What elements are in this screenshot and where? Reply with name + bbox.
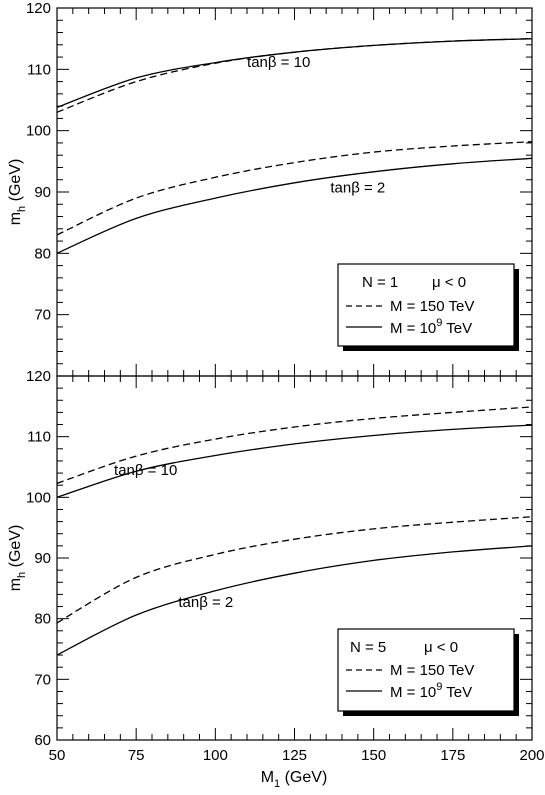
bottom-panel: 60 70 80 90 100 110 120 50 75 100 125 150 175 200 ta… xyxy=(7,368,545,790)
top-y-axis-title: mh (GeV) xyxy=(7,159,28,226)
bottom-annotation-0: tanβ = 10 xyxy=(114,462,177,479)
bottom-ytick-labels: 60 70 80 90 100 110 120 xyxy=(26,368,51,749)
top-ytick-label: 100 xyxy=(26,123,51,140)
bottom-series-line-3 xyxy=(56,545,533,656)
top-ytick-labels: 70 80 90 100 110 120 xyxy=(26,0,51,324)
bottom-ytick-label: 90 xyxy=(34,550,51,567)
bottom-xtick-label: 75 xyxy=(128,747,145,764)
top-legend: N = 1 μ < 0 M = 150 TeV M = 109 TeV xyxy=(337,263,519,351)
bottom-y-axis-title: mh (GeV) xyxy=(7,525,28,592)
top-legend-label-150tev: M = 150 TeV xyxy=(390,298,474,315)
top-legend-title-n: N = 1 xyxy=(362,274,398,291)
bottom-xtick-label: 150 xyxy=(361,747,386,764)
top-ticks xyxy=(56,7,533,377)
bottom-xtick-label: 200 xyxy=(519,747,544,764)
top-series xyxy=(56,38,533,254)
bottom-xtick-label: 50 xyxy=(49,747,66,764)
bottom-legend-title-mu: μ < 0 xyxy=(424,639,458,656)
bottom-ytick-label: 100 xyxy=(26,489,51,506)
top-annotation-1: tanβ = 2 xyxy=(330,180,385,197)
bottom-xtick-label: 100 xyxy=(203,747,228,764)
top-ytick-label: 70 xyxy=(34,307,51,324)
top-panel: 70 80 90 100 110 120 tanβ = 10 tanβ = 2 mh (Ge… xyxy=(7,0,533,377)
top-ytick-label: 120 xyxy=(26,0,51,17)
top-series-line-2 xyxy=(56,141,533,236)
bottom-ytick-label: 70 xyxy=(34,671,51,688)
bottom-ytick-label: 60 xyxy=(34,732,51,749)
bottom-legend-label-150tev: M = 150 TeV xyxy=(390,662,474,679)
bottom-legend-label-1e9tev: M = 109 TeV xyxy=(390,681,472,701)
bottom-annotation-1: tanβ = 2 xyxy=(178,594,233,611)
top-series-line-3 xyxy=(56,157,533,254)
top-series-line-1 xyxy=(56,38,533,109)
bottom-ytick-label: 80 xyxy=(34,611,51,628)
bottom-series xyxy=(56,406,533,656)
x-axis-title: M1 (GeV) xyxy=(261,769,328,790)
top-annotation-0: tanβ = 10 xyxy=(247,54,310,71)
top-legend-box xyxy=(337,263,515,347)
bottom-xtick-label: 175 xyxy=(440,747,465,764)
bottom-xtick-labels: 50 75 100 125 150 175 200 xyxy=(49,747,545,764)
bottom-ticks xyxy=(56,375,533,741)
top-ytick-label: 110 xyxy=(27,61,51,78)
bottom-ytick-label: 110 xyxy=(27,429,51,446)
bottom-series-line-1 xyxy=(56,424,533,498)
bottom-ytick-label: 120 xyxy=(26,368,51,385)
bottom-legend: N = 5 μ < 0 M = 150 TeV M = 109 TeV xyxy=(337,628,519,716)
bottom-series-line-2 xyxy=(56,516,533,624)
top-annotations: tanβ = 10 tanβ = 2 xyxy=(247,54,385,197)
bottom-series-line-0 xyxy=(56,406,533,485)
bottom-legend-title-n: N = 5 xyxy=(350,639,386,656)
bottom-xtick-label: 125 xyxy=(282,747,307,764)
top-legend-label-1e9tev: M = 109 TeV xyxy=(390,317,472,337)
top-ytick-label: 80 xyxy=(34,245,51,262)
bottom-annotations: tanβ = 10 tanβ = 2 xyxy=(114,462,233,611)
top-ytick-label: 90 xyxy=(34,184,51,201)
top-series-line-0 xyxy=(56,38,533,113)
top-legend-title-mu: μ < 0 xyxy=(432,274,466,291)
